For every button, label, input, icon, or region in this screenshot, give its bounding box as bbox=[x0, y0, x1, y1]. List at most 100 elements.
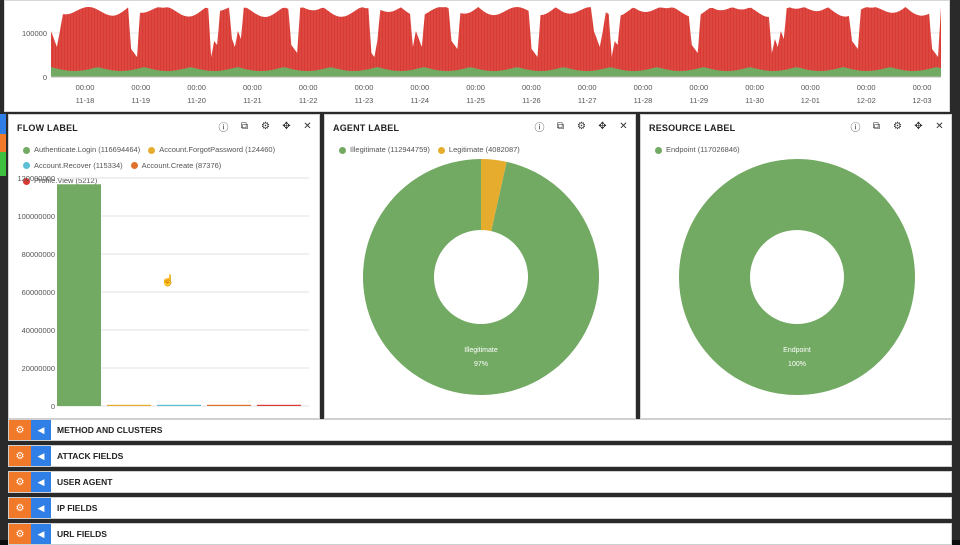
chevron-left-icon[interactable]: ◀ bbox=[31, 472, 51, 492]
gear-icon[interactable]: ⚙ bbox=[9, 524, 31, 544]
slice-percent: 97% bbox=[474, 361, 488, 368]
x-tick-time: 00:00 bbox=[522, 83, 541, 92]
x-tick-time: 00:00 bbox=[689, 83, 708, 92]
chevron-left-icon[interactable]: ◀ bbox=[31, 498, 51, 518]
chevron-left-icon[interactable]: ◀ bbox=[31, 420, 51, 440]
move-icon[interactable]: ✥ bbox=[282, 121, 291, 132]
x-tick-date: 11-22 bbox=[299, 96, 318, 105]
legend-item[interactable]: Profile.View (5212) bbox=[23, 174, 97, 188]
agent-donut-chart: Illegitimate 97% bbox=[363, 159, 599, 395]
flow-label-panel: FLOW LABEL ⓘ ⧉ ⚙ ✥ ✕ Authenticate.Login … bbox=[8, 114, 320, 419]
move-icon[interactable]: ✥ bbox=[598, 121, 607, 132]
x-tick-date: 12-01 bbox=[801, 96, 820, 105]
legend-item[interactable]: Account.Recover (115334) bbox=[23, 159, 123, 173]
legend-label: Account.Create (87376) bbox=[141, 160, 222, 170]
legend-item[interactable]: Authenticate.Login (116694464) bbox=[23, 143, 140, 157]
legend-item[interactable]: Illegitimate (112944759) bbox=[339, 143, 430, 157]
gear-icon[interactable]: ⚙ bbox=[9, 446, 31, 466]
x-tick-date: 11-29 bbox=[689, 96, 708, 105]
info-icon[interactable]: ⓘ bbox=[850, 123, 861, 134]
x-tick-time: 00:00 bbox=[243, 83, 262, 92]
chevron-left-icon[interactable]: ◀ bbox=[31, 524, 51, 544]
bar-account-create[interactable] bbox=[207, 404, 251, 406]
section-label: URL FIELDS bbox=[57, 529, 107, 539]
info-icon[interactable]: ⓘ bbox=[534, 123, 545, 134]
x-tick-time: 00:00 bbox=[913, 83, 932, 92]
bar-account-forgotpassword[interactable] bbox=[107, 404, 151, 406]
close-icon[interactable]: ✕ bbox=[935, 121, 944, 132]
left-strip-orange bbox=[0, 134, 6, 152]
legend-dot bbox=[339, 146, 346, 154]
section-method-and-clusters[interactable]: ⚙ ◀ METHOD AND CLUSTERS bbox=[8, 419, 952, 441]
x-tick-date: 11-27 bbox=[578, 96, 597, 105]
gear-icon[interactable]: ⚙ bbox=[9, 472, 31, 492]
section-label: USER AGENT bbox=[57, 477, 113, 487]
legend-item[interactable]: Account.ForgotPassword (124460) bbox=[148, 143, 275, 157]
x-tick-date: 12-02 bbox=[857, 96, 876, 105]
section-user-agent[interactable]: ⚙ ◀ USER AGENT bbox=[8, 471, 952, 493]
flow-legend: Authenticate.Login (116694464) Account.Fo… bbox=[23, 143, 311, 190]
gear-icon[interactable]: ⚙ bbox=[577, 121, 586, 132]
legend-label: Profile.View (5212) bbox=[34, 176, 98, 185]
close-icon[interactable]: ✕ bbox=[303, 121, 312, 132]
x-tick-date: 11-25 bbox=[466, 96, 485, 105]
copy-icon[interactable]: ⧉ bbox=[872, 121, 881, 132]
bar-authenticate-login[interactable] bbox=[57, 184, 101, 406]
legend-dot bbox=[23, 162, 30, 169]
section-attack-fields[interactable]: ⚙ ◀ ATTACK FIELDS bbox=[8, 445, 952, 467]
slice-illegitimate[interactable] bbox=[363, 159, 599, 395]
legend-item[interactable]: Account.Create (87376) bbox=[130, 159, 222, 173]
gear-icon[interactable]: ⚙ bbox=[261, 121, 270, 132]
resource-label-panel: RESOURCE LABEL ⓘ ⧉ ⚙ ✥ ✕ Endpoint (11702… bbox=[640, 114, 952, 419]
close-icon[interactable]: ✕ bbox=[619, 121, 628, 132]
section-label: IP FIELDS bbox=[57, 503, 98, 513]
panel-title: FLOW LABEL bbox=[17, 123, 78, 133]
gear-icon[interactable]: ⚙ bbox=[9, 420, 31, 440]
x-tick-date: 11-19 bbox=[131, 96, 150, 105]
section-url-fields[interactable]: ⚙ ◀ URL FIELDS bbox=[8, 523, 952, 545]
timeline-chart: 100000 0 00:00 11-18 00:00 11-19 00:00 11-20 00:… bbox=[4, 0, 950, 112]
x-tick-date: 11-26 bbox=[522, 96, 541, 105]
legend-item[interactable]: Endpoint (117026846) bbox=[655, 143, 740, 157]
move-icon[interactable]: ✥ bbox=[914, 121, 923, 132]
chevron-left-icon[interactable]: ◀ bbox=[31, 446, 51, 466]
bar-profile-view[interactable] bbox=[257, 404, 301, 406]
legend-item[interactable]: Legitimate (4082087) bbox=[437, 143, 520, 157]
copy-icon[interactable]: ⧉ bbox=[556, 121, 565, 132]
resource-donut-chart: Endpoint 100% bbox=[679, 159, 915, 395]
slice-legitimate[interactable] bbox=[481, 159, 507, 232]
copy-icon[interactable]: ⧉ bbox=[240, 121, 249, 132]
legend-label: Illegitimate (112944759) bbox=[350, 145, 430, 154]
gear-icon[interactable]: ⚙ bbox=[9, 498, 31, 518]
legend-label: Authenticate.Login (116694464) bbox=[34, 145, 141, 154]
section-label: METHOD AND CLUSTERS bbox=[57, 425, 163, 435]
panel-tools: ⓘ ⧉ ⚙ ✥ ✕ bbox=[534, 121, 629, 134]
x-tick-date: 11-21 bbox=[243, 96, 262, 105]
resource-legend: Endpoint (117026846) bbox=[655, 143, 943, 159]
gear-icon[interactable]: ⚙ bbox=[893, 121, 902, 132]
legend-label: Account.Recover (115334) bbox=[34, 160, 123, 170]
left-strip-blue bbox=[0, 114, 6, 134]
info-icon[interactable]: ⓘ bbox=[218, 123, 229, 134]
y-tick-label: 0 bbox=[51, 402, 55, 411]
x-tick-date: 11-28 bbox=[634, 96, 653, 105]
x-tick-time: 00:00 bbox=[745, 83, 764, 92]
y-tick-label: 80000000 bbox=[22, 250, 55, 259]
x-tick-time: 00:00 bbox=[466, 83, 485, 92]
legend-dot bbox=[655, 146, 662, 154]
x-tick-time: 00:00 bbox=[578, 83, 597, 92]
mouse-cursor-icon: ☝ bbox=[161, 275, 175, 287]
bar-account-recover[interactable] bbox=[157, 404, 201, 406]
agent-label-panel: AGENT LABEL ⓘ ⧉ ⚙ ✥ ✕ Illegitimate (1129… bbox=[324, 114, 636, 419]
panel-title: RESOURCE LABEL bbox=[649, 123, 736, 133]
left-strip-green bbox=[0, 152, 6, 176]
section-ip-fields[interactable]: ⚙ ◀ IP FIELDS bbox=[8, 497, 952, 519]
x-tick-time: 00:00 bbox=[634, 83, 653, 92]
x-tick-date: 11-20 bbox=[187, 96, 206, 105]
timeline-green-area bbox=[51, 67, 941, 77]
panel-title: AGENT LABEL bbox=[333, 123, 400, 133]
x-tick-time: 00:00 bbox=[857, 83, 876, 92]
agent-legend: Illegitimate (112944759) Legitimate (4082… bbox=[339, 143, 627, 159]
slice-endpoint[interactable] bbox=[679, 159, 915, 395]
